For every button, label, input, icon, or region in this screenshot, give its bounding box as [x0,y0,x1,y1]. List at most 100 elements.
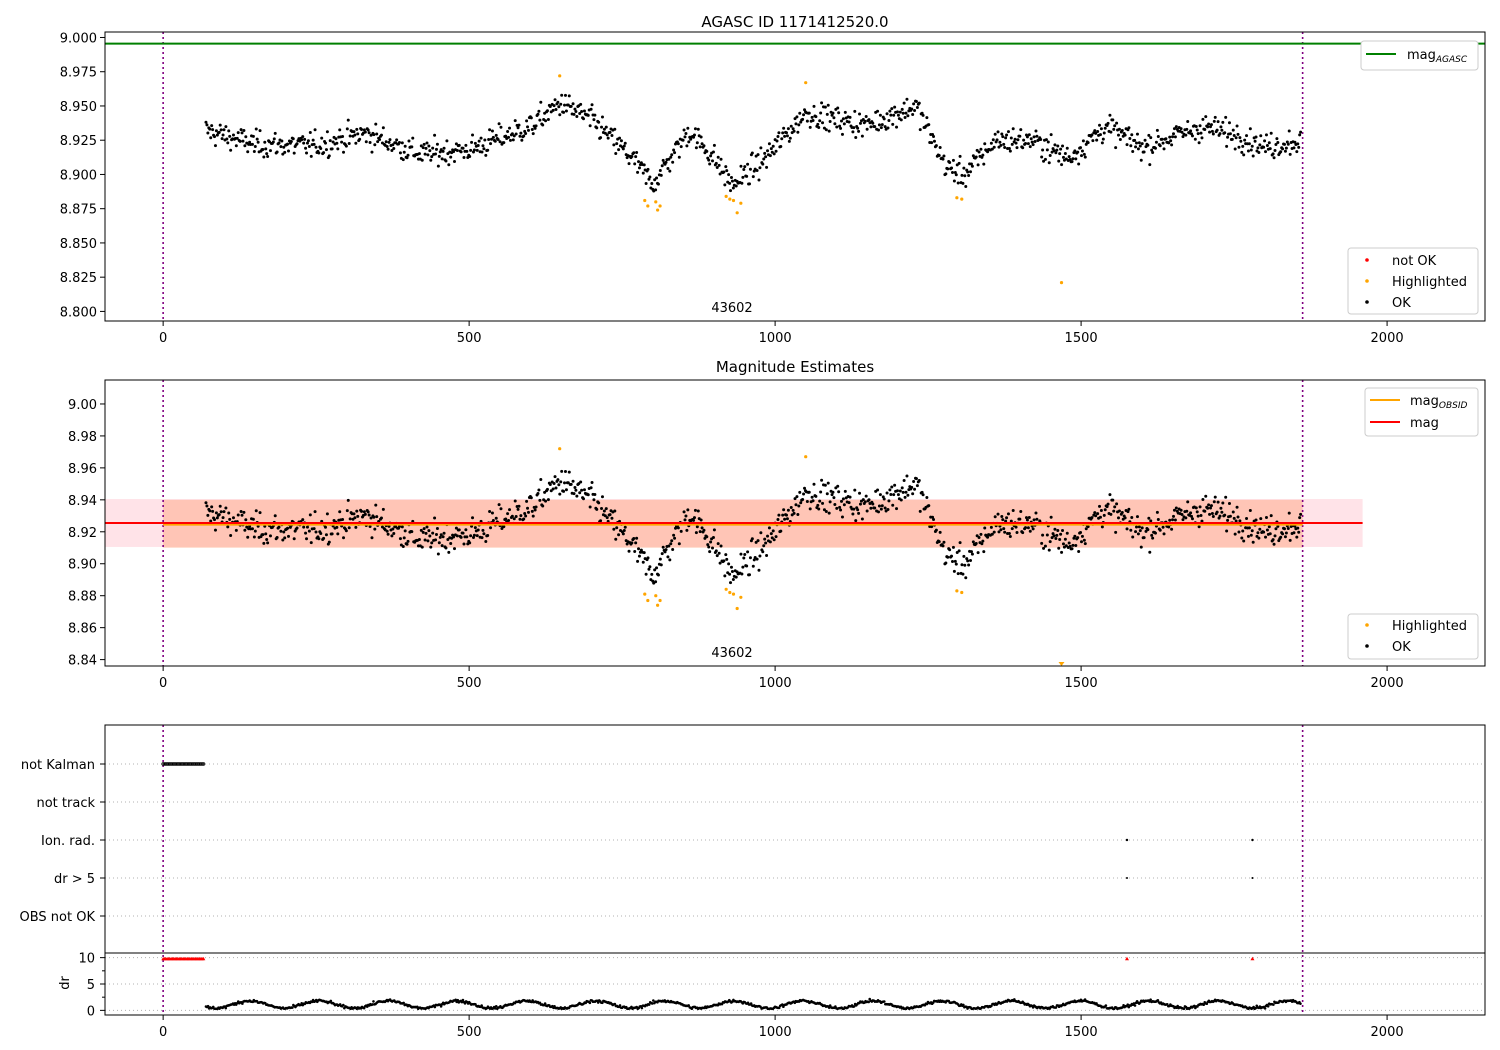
ok-point [341,135,345,139]
ok-point [911,492,915,496]
ok-point [595,507,599,511]
ok-point [1051,532,1055,536]
ok-point [683,518,687,522]
ok-point [1028,529,1032,533]
ok-point [1090,133,1094,137]
ok-point [767,526,771,530]
ok-point [506,130,510,134]
ok-point [362,128,366,132]
legend-marker [1365,623,1369,627]
ok-point [784,513,788,517]
ok-point [842,122,846,126]
ok-point [229,148,233,152]
dr-point [415,1005,419,1009]
ok-point [741,565,745,569]
highlighted-point [724,587,728,591]
ok-point [944,561,948,565]
highlighted-point [658,204,662,208]
ok-point [447,550,451,554]
ok-point [398,537,402,541]
ok-point [250,142,254,146]
ok-point [286,142,290,146]
ok-point [750,151,754,155]
ok-point [401,158,405,162]
ok-point [283,150,287,154]
ok-point [682,128,686,132]
ok-point [832,116,836,120]
ok-point [890,107,894,111]
ok-point [479,136,483,140]
ok-point [827,129,831,133]
ok-point [1226,518,1230,522]
ok-point [992,530,996,534]
ok-point [360,128,364,132]
ok-point [560,469,564,473]
ok-point [739,552,743,556]
ok-point [324,533,328,537]
ok-point [1112,127,1116,131]
ok-point [619,139,623,143]
legend-label-text: not OK [1392,254,1437,269]
ok-point [1161,525,1165,529]
ok-point [967,174,971,178]
ok-point [589,107,593,111]
ok-point [385,529,389,533]
ok-point [205,504,209,508]
ok-point [575,114,579,118]
ok-point [807,490,811,494]
ok-point [471,133,475,137]
ok-point [469,534,473,538]
ok-point [791,508,795,512]
ok-point [1150,533,1154,537]
ok-point [861,118,865,122]
ok-point [367,513,371,517]
ok-point [756,539,760,543]
ok-point [613,509,617,513]
ok-point [614,537,618,541]
legend-label: magOBSID [1410,394,1468,411]
ok-point [1049,133,1053,137]
ok-point [386,532,390,536]
ok-point [1015,531,1019,535]
ok-point [1218,132,1222,136]
legend-box [1347,247,1479,315]
ok-point [1276,524,1280,528]
dr-point [687,1004,691,1007]
ok-point [342,150,346,154]
ok-point [1022,138,1026,142]
ok-point [836,106,840,110]
ok-point [1230,137,1234,141]
ion-rad-point [1125,838,1129,842]
ok-point [304,531,308,535]
ok-point [1180,513,1184,517]
ok-point [1074,157,1078,161]
ok-point [488,128,492,132]
ok-point [499,125,503,129]
ok-point [1190,514,1194,518]
ok-point [452,160,456,164]
ok-point [793,497,797,501]
ok-point [1267,525,1271,529]
ok-point [209,519,213,523]
ok-point [480,150,484,154]
ok-point [1027,133,1031,137]
ok-point [1155,128,1159,132]
ok-point [856,126,860,130]
ok-point [524,132,528,136]
ok-point [331,140,335,144]
ok-point [999,143,1003,147]
ok-point [718,561,722,565]
ok-point [1158,528,1162,532]
ok-point [667,157,671,161]
ok-point [214,129,218,133]
ok-point [590,480,594,484]
ok-point [646,556,650,560]
ok-point [1170,527,1174,531]
ok-point [1019,509,1023,513]
ok-point [1052,149,1056,153]
ok-point [606,136,610,140]
ok-point [705,149,709,153]
ok-point [1006,130,1010,134]
ok-point [635,536,639,540]
